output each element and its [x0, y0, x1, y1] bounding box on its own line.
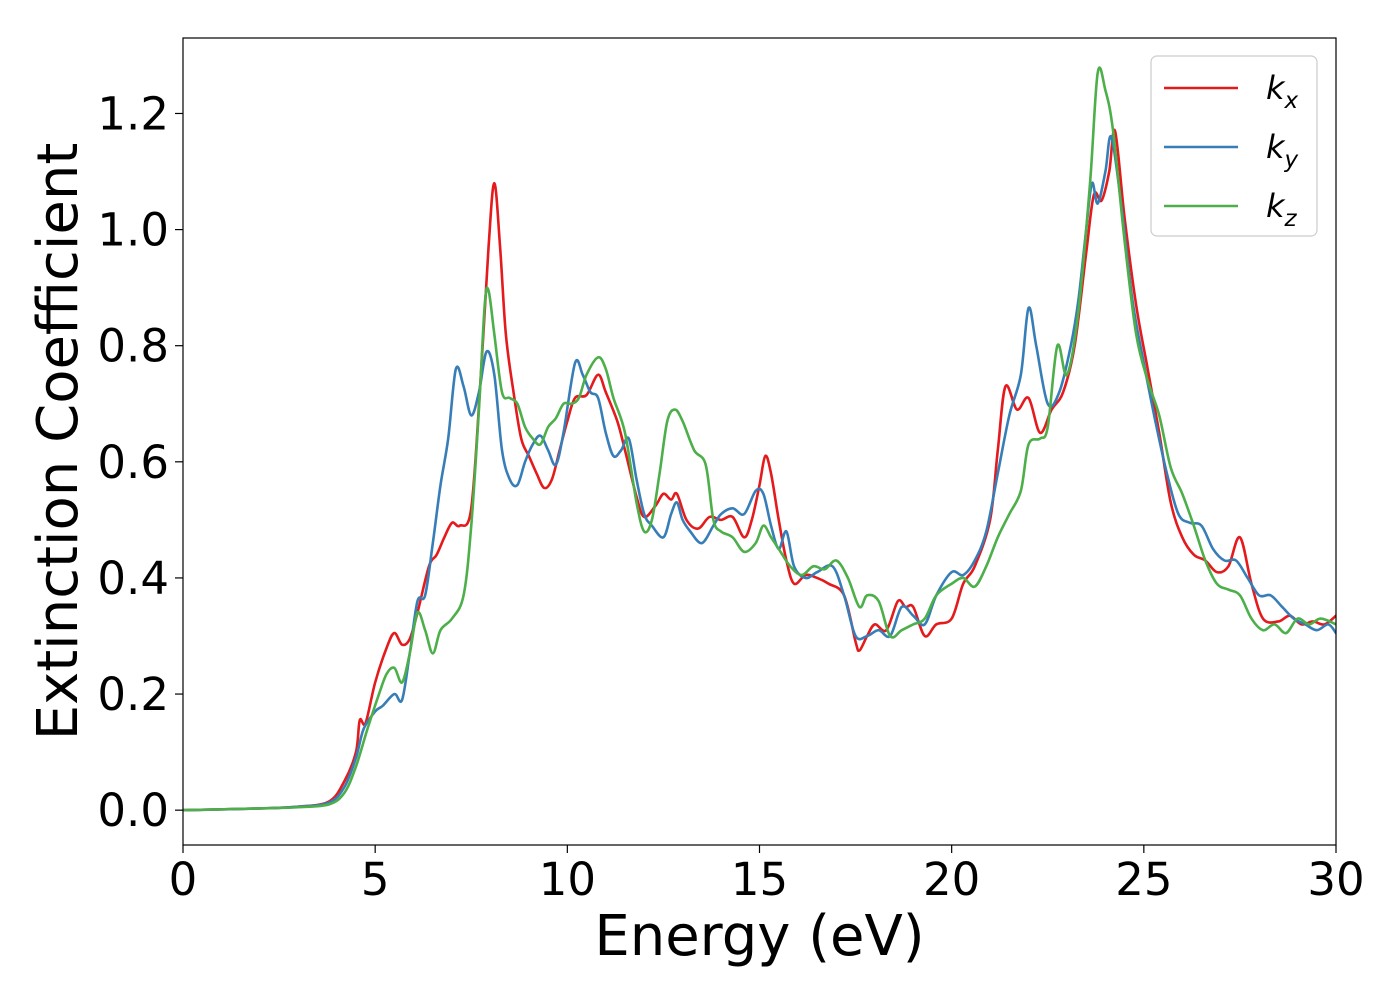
y-tick-label: 0.6	[97, 436, 169, 489]
x-axis-title: Energy (eV)	[594, 904, 924, 969]
y-axis-title: Extinction Coefficient	[26, 143, 91, 741]
x-tick-label: 0	[169, 853, 198, 906]
y-tick-label: 0.0	[97, 784, 169, 837]
y-tick-label: 0.2	[97, 668, 169, 721]
x-tick-label: 30	[1307, 853, 1364, 906]
y-tick-label: 1.0	[97, 204, 169, 257]
legend-label-kz: kz	[1266, 187, 1298, 232]
y-tick-label: 0.8	[97, 320, 169, 373]
legend: kx ky kz	[1150, 55, 1318, 237]
x-tick-label: 20	[923, 853, 980, 906]
x-tick-label: 10	[539, 853, 596, 906]
x-axis: 0 5 10 15 20 25 30	[169, 845, 1365, 906]
y-tick-label: 1.2	[97, 87, 169, 140]
x-tick-label: 5	[361, 853, 390, 906]
series-line-kz	[183, 66, 1336, 812]
x-tick-label: 25	[1115, 853, 1172, 906]
series-line-kx	[183, 128, 1336, 812]
y-axis: 0.0 0.2 0.4 0.6 0.8 1.0 1.2	[97, 87, 183, 837]
series-layer	[183, 66, 1336, 812]
y-tick-label: 0.4	[97, 552, 169, 605]
legend-label-kx: kx	[1266, 69, 1299, 114]
x-tick-label: 15	[731, 853, 788, 906]
legend-label-ky: ky	[1266, 128, 1299, 173]
